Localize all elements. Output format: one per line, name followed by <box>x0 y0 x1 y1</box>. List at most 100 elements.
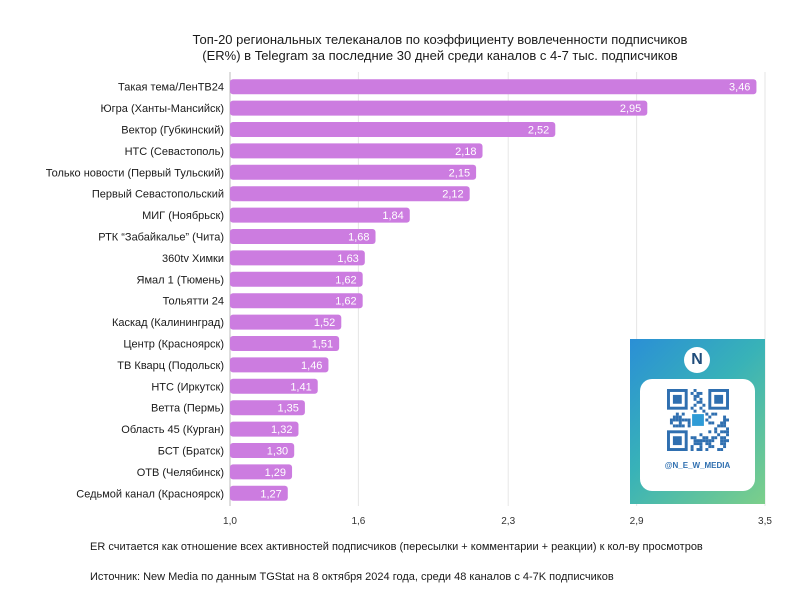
qr-module <box>693 389 697 392</box>
qr-module <box>714 412 718 416</box>
qr-module <box>699 400 703 404</box>
qr-module <box>693 409 697 413</box>
bar <box>230 357 329 373</box>
qr-module <box>699 406 703 410</box>
bar <box>230 293 363 309</box>
qr-module <box>699 442 703 446</box>
category-label: НТС (Иркутск) <box>151 381 224 393</box>
qr-module <box>714 430 718 434</box>
data-label: 1,68 <box>348 232 369 244</box>
bar <box>230 271 363 287</box>
bar <box>230 164 477 180</box>
qr-code-icon[interactable] <box>667 389 729 451</box>
qr-module <box>696 448 700 451</box>
qr-module <box>675 418 679 422</box>
qr-module <box>690 448 694 451</box>
bar <box>230 421 299 437</box>
qr-module <box>690 445 694 449</box>
qr-module <box>687 424 691 428</box>
qr-promo-panel: N @N_E_W_MEDIA <box>630 339 765 504</box>
data-label: 1,52 <box>314 317 335 329</box>
bar <box>230 186 470 202</box>
bar <box>230 378 318 394</box>
category-label: Вектор (Губкинский) <box>121 125 224 137</box>
qr-module <box>720 439 724 443</box>
qr-module <box>726 433 729 437</box>
category-label: Область 45 (Курган) <box>121 424 224 436</box>
data-label: 1,32 <box>271 424 292 436</box>
bar <box>230 79 757 95</box>
qr-module <box>705 439 709 443</box>
qr-module <box>726 418 729 422</box>
qr-module <box>720 424 724 428</box>
bar <box>230 250 365 266</box>
category-label: Ветта (Пермь) <box>151 403 224 415</box>
category-label: ОТВ (Челябинск) <box>137 467 224 479</box>
qr-module <box>714 436 718 440</box>
qr-module <box>705 448 709 451</box>
qr-module <box>723 415 727 419</box>
qr-module <box>717 424 721 428</box>
qr-module <box>702 403 706 407</box>
qr-module <box>699 433 703 437</box>
data-label: 3,46 <box>729 82 750 94</box>
data-label: 1,62 <box>335 274 356 286</box>
qr-module <box>672 415 676 419</box>
qr-module <box>705 436 709 440</box>
qr-module <box>699 397 703 401</box>
qr-card[interactable]: @N_E_W_MEDIA <box>640 379 755 491</box>
footnote-source: Источник: New Media по данным TGStat на … <box>90 571 614 583</box>
category-label: 360tv Химки <box>162 253 224 265</box>
x-tick-label: 1,6 <box>351 516 365 527</box>
chart-title-line-2: (ER%) в Telegram за последние 30 дней ср… <box>202 48 678 63</box>
data-label: 1,51 <box>312 339 333 351</box>
qr-module <box>702 409 706 413</box>
qr-module <box>711 439 715 443</box>
qr-module <box>711 412 715 416</box>
qr-module <box>708 421 712 425</box>
category-label: Седьмой канал (Красноярск) <box>76 488 224 500</box>
qr-module <box>690 436 694 440</box>
data-label: 1,30 <box>267 446 288 458</box>
data-label: 2,15 <box>449 167 470 179</box>
qr-module <box>693 397 697 401</box>
telegram-icon <box>692 414 704 426</box>
qr-module <box>696 442 700 446</box>
qr-module <box>702 436 706 440</box>
qr-module <box>696 394 700 398</box>
data-label: 1,35 <box>277 403 298 415</box>
data-label: 2,18 <box>455 146 476 158</box>
qr-module <box>699 391 703 395</box>
qr-module <box>723 439 727 443</box>
bar <box>230 485 288 501</box>
qr-module <box>690 391 694 395</box>
qr-module <box>681 424 685 428</box>
data-label: 2,12 <box>442 189 463 201</box>
category-label: Тольятти 24 <box>163 296 224 308</box>
qr-module <box>723 442 727 446</box>
data-label: 1,62 <box>335 296 356 308</box>
data-label: 1,29 <box>265 467 286 479</box>
qr-finder-core-1 <box>672 394 682 404</box>
category-label: МИГ (Ноябрьск) <box>142 210 224 222</box>
qr-module <box>699 445 703 449</box>
qr-module <box>717 433 721 437</box>
category-label: Югра (Ханты-Мансийск) <box>101 103 224 115</box>
qr-module <box>696 400 700 404</box>
qr-module <box>699 439 703 443</box>
qr-module <box>711 436 715 440</box>
qr-module <box>693 442 697 446</box>
qr-finder-core-3 <box>672 436 682 446</box>
qr-module <box>687 418 691 422</box>
qr-module <box>708 442 712 446</box>
qr-module <box>723 424 727 428</box>
qr-module <box>702 439 706 443</box>
qr-module <box>705 412 709 416</box>
qr-module <box>723 430 727 434</box>
qr-module <box>681 418 685 422</box>
data-label: 1,41 <box>290 381 311 393</box>
telegram-handle[interactable]: @N_E_W_MEDIA <box>664 461 731 470</box>
x-tick-label: 2,3 <box>501 516 515 527</box>
qr-module <box>696 391 700 395</box>
qr-module <box>678 415 682 419</box>
